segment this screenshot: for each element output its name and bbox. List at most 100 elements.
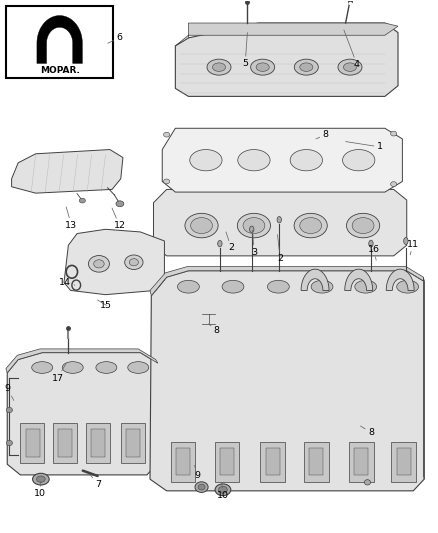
Polygon shape <box>345 269 373 290</box>
Ellipse shape <box>207 59 231 75</box>
Ellipse shape <box>238 150 270 171</box>
Ellipse shape <box>300 217 321 233</box>
Text: 16: 16 <box>367 245 380 260</box>
Ellipse shape <box>36 476 45 482</box>
Text: 3: 3 <box>251 230 257 257</box>
Text: 7: 7 <box>90 475 102 489</box>
Text: 8: 8 <box>208 324 220 335</box>
Ellipse shape <box>191 217 212 233</box>
Text: 1: 1 <box>346 142 383 151</box>
Ellipse shape <box>311 280 333 293</box>
Polygon shape <box>37 15 82 63</box>
Text: 8: 8 <box>360 426 374 437</box>
Text: 2: 2 <box>277 235 283 263</box>
Text: MOPAR.: MOPAR. <box>40 67 80 75</box>
Text: 14: 14 <box>59 278 75 287</box>
Ellipse shape <box>355 280 377 293</box>
Ellipse shape <box>88 255 110 272</box>
Text: 10: 10 <box>34 481 46 498</box>
Ellipse shape <box>215 484 231 496</box>
Ellipse shape <box>96 362 117 373</box>
Ellipse shape <box>212 63 226 71</box>
Bar <box>86 423 110 463</box>
Bar <box>126 429 140 457</box>
Ellipse shape <box>237 213 271 238</box>
Bar <box>121 423 145 463</box>
Ellipse shape <box>404 238 408 245</box>
Polygon shape <box>64 229 164 295</box>
Ellipse shape <box>32 362 53 373</box>
Ellipse shape <box>338 59 362 75</box>
Ellipse shape <box>177 280 199 293</box>
Polygon shape <box>150 266 424 296</box>
Bar <box>354 448 368 475</box>
Ellipse shape <box>346 213 380 238</box>
Polygon shape <box>162 128 403 192</box>
Polygon shape <box>386 269 414 290</box>
Bar <box>309 448 323 475</box>
Ellipse shape <box>364 480 371 485</box>
Polygon shape <box>175 23 398 96</box>
Ellipse shape <box>300 63 313 71</box>
Text: 9: 9 <box>5 384 14 400</box>
Bar <box>215 442 239 482</box>
Bar <box>349 442 374 482</box>
Text: 15: 15 <box>98 300 113 310</box>
Polygon shape <box>153 189 407 256</box>
Text: 10: 10 <box>217 483 230 499</box>
Ellipse shape <box>7 440 12 446</box>
Ellipse shape <box>7 407 12 413</box>
Ellipse shape <box>250 226 254 232</box>
Text: 11: 11 <box>407 240 419 255</box>
Bar <box>25 429 39 457</box>
Text: 5: 5 <box>242 33 248 68</box>
Ellipse shape <box>32 473 49 485</box>
Ellipse shape <box>369 240 373 247</box>
Polygon shape <box>150 271 424 491</box>
Bar <box>171 442 195 482</box>
Bar <box>397 448 411 475</box>
Bar <box>6 6 113 78</box>
Ellipse shape <box>268 280 289 293</box>
Text: 17: 17 <box>51 364 66 383</box>
Bar <box>220 448 234 475</box>
Ellipse shape <box>125 255 143 270</box>
Ellipse shape <box>397 280 419 293</box>
Ellipse shape <box>243 217 265 233</box>
Text: 13: 13 <box>65 207 78 230</box>
Ellipse shape <box>163 179 170 184</box>
Ellipse shape <box>251 59 275 75</box>
Ellipse shape <box>190 150 222 171</box>
Text: 6: 6 <box>108 34 123 43</box>
Text: 2: 2 <box>226 232 234 253</box>
Text: 4: 4 <box>344 30 360 69</box>
Polygon shape <box>301 269 329 290</box>
Polygon shape <box>6 349 158 373</box>
Ellipse shape <box>163 132 170 137</box>
Ellipse shape <box>62 362 83 373</box>
Ellipse shape <box>391 182 397 187</box>
Polygon shape <box>12 150 123 193</box>
Bar <box>176 448 190 475</box>
Ellipse shape <box>294 59 318 75</box>
Bar <box>53 423 77 463</box>
Polygon shape <box>175 23 398 46</box>
Ellipse shape <box>352 217 374 233</box>
Bar <box>304 442 328 482</box>
Ellipse shape <box>185 213 218 238</box>
Bar <box>261 442 285 482</box>
Ellipse shape <box>343 63 357 71</box>
Text: 12: 12 <box>112 208 125 230</box>
Text: 9: 9 <box>194 465 200 480</box>
Bar <box>392 442 416 482</box>
Ellipse shape <box>343 150 375 171</box>
Ellipse shape <box>290 150 322 171</box>
Ellipse shape <box>129 259 138 266</box>
Ellipse shape <box>79 198 85 203</box>
Polygon shape <box>7 353 158 475</box>
Ellipse shape <box>219 486 227 493</box>
Ellipse shape <box>391 131 397 136</box>
Ellipse shape <box>277 216 282 223</box>
Ellipse shape <box>218 240 222 247</box>
Bar <box>91 429 105 457</box>
